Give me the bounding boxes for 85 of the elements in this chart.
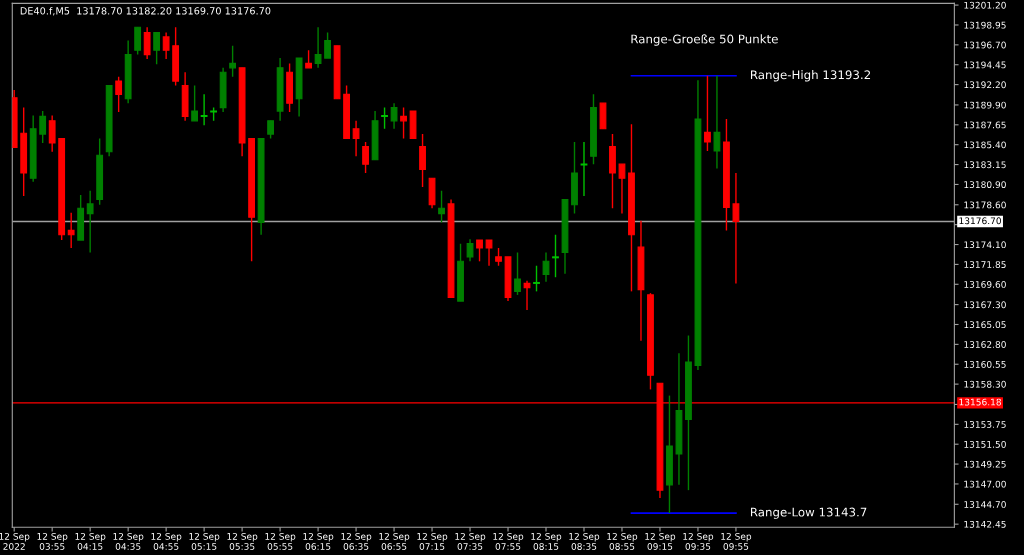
ref-line-label: 13176.70: [959, 217, 1002, 225]
candlestick: [400, 106, 407, 140]
x-tick-label: 12 Sep 05:55: [265, 532, 296, 550]
candlestick: [438, 189, 445, 224]
candlestick: [200, 93, 208, 126]
y-tick-label: 13196.70: [964, 41, 1006, 49]
candlestick: [704, 75, 711, 152]
candlestick: [419, 133, 426, 188]
y-tick-label: 13187.65: [964, 121, 1006, 129]
y-tick-label: 13153.75: [964, 421, 1006, 428]
y-tick-label: 13201.20: [964, 1, 1006, 9]
x-tick-label: 12 Sep 08:35: [569, 532, 600, 550]
candlestick: [143, 26, 151, 60]
y-tick-label: 13162.80: [964, 341, 1006, 348]
x-tick-label: 12 Sep 09:15: [645, 532, 676, 550]
x-tick-label: 12 Sep 2022: [0, 532, 30, 550]
x-tick-label: 12 Sep 07:55: [493, 532, 524, 550]
candlestick: [381, 106, 388, 130]
candlestick: [732, 172, 740, 285]
y-tick-label: 13189.90: [964, 101, 1006, 109]
y-tick-label: 13147.00: [964, 480, 1006, 488]
y-tick-label: 13185.40: [964, 141, 1006, 149]
candlestick: [153, 31, 161, 65]
candlestick: [134, 26, 142, 56]
candlestick: [485, 239, 493, 267]
x-tick-label: 12 Sep 08:15: [531, 532, 562, 550]
candlestick: [314, 26, 322, 69]
y-tick-label: 13183.15: [964, 161, 1006, 169]
y-tick-label: 13174.10: [964, 241, 1006, 249]
y-tick-label: 13192.20: [964, 81, 1006, 89]
y-tick-label: 13178.60: [964, 201, 1006, 209]
x-tick-label: 12 Sep 07:15: [417, 532, 448, 550]
y-tick-label: 13171.85: [964, 261, 1006, 268]
x-tick-label: 12 Sep 09:55: [721, 532, 752, 550]
x-tick-label: 12 Sep 05:15: [189, 532, 220, 550]
candlestick: [514, 251, 521, 296]
y-tick-label: 13165.05: [964, 321, 1006, 329]
candlestick: [523, 280, 531, 311]
candlestick: [67, 212, 75, 249]
y-tick-label: 13169.60: [964, 281, 1006, 288]
x-tick-label: 12 Sep 04:35: [113, 532, 144, 550]
candlestick: [580, 141, 588, 197]
y-tick-label: 13180.90: [964, 181, 1006, 189]
chart-title: DE40.f,M5 13178.70 13182.20 13169.70 13176.70: [20, 7, 271, 16]
x-tick-label: 12 Sep 07:35: [455, 532, 486, 550]
candlestick: [713, 75, 721, 170]
annotation: Range-High 13193.2: [750, 70, 871, 82]
candlestick: [352, 120, 360, 157]
y-tick-label: 13158.30: [964, 380, 1006, 388]
y-tick-label: 13149.25: [964, 460, 1006, 468]
candlestick: [39, 110, 47, 144]
candlestick: [542, 251, 550, 283]
x-tick-label: 12 Sep 06:35: [341, 532, 372, 550]
candlestick: [324, 31, 331, 59]
x-tick-label: 12 Sep 06:15: [303, 532, 334, 550]
x-tick-label: 12 Sep 09:35: [683, 532, 714, 550]
y-tick-label: 13194.45: [964, 61, 1006, 69]
candlestick: [115, 75, 123, 113]
x-tick-label: 12 Sep 03:55: [37, 532, 68, 550]
candlestick: [86, 189, 94, 254]
y-tick-label: 13198.95: [964, 21, 1006, 29]
y-tick-label: 13142.45: [964, 520, 1006, 528]
candlestick: [162, 31, 170, 60]
x-tick-label: 12 Sep 05:35: [227, 532, 258, 550]
candlestick: [476, 239, 483, 263]
candlestick: [466, 238, 474, 263]
annotation: Range-Groeße 50 Punkte: [631, 34, 778, 46]
x-tick-label: 12 Sep 08:55: [607, 532, 638, 550]
y-tick-label: 13151.50: [964, 440, 1006, 448]
candlestick: [533, 265, 540, 293]
candlestick: [229, 45, 237, 78]
candlestick: [362, 141, 369, 174]
x-tick-label: 12 Sep 06:55: [379, 532, 410, 550]
y-tick-label: 13144.70: [964, 501, 1006, 508]
ref-line-label: 13156.18: [959, 398, 1001, 406]
candlestick: [552, 234, 559, 278]
x-tick-label: 12 Sep 04:55: [151, 532, 182, 550]
candlestick: [618, 163, 626, 215]
candlestick: [191, 84, 199, 122]
y-tick-label: 13160.55: [964, 360, 1006, 368]
x-tick-label: 12 Sep 04:15: [75, 532, 106, 550]
annotation: Range-Low 13143.7: [750, 507, 867, 519]
y-tick-label: 13167.30: [964, 301, 1006, 309]
candlestick: [48, 114, 56, 153]
candlestick: [390, 102, 398, 130]
